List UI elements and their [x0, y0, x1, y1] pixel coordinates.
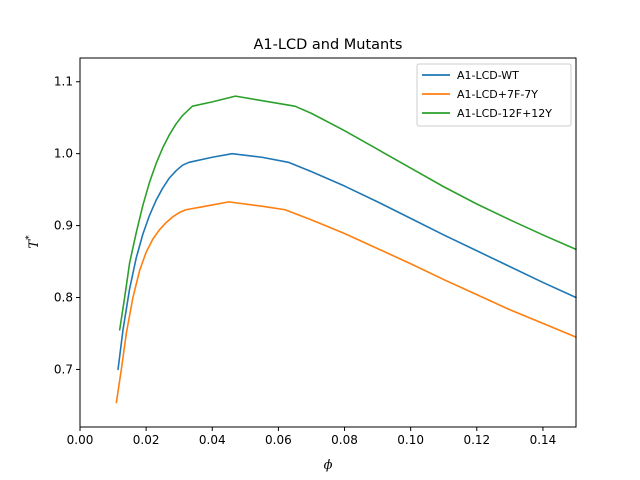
- y-axis-label-superscript: *: [25, 235, 35, 240]
- x-tick-label: 0.12: [463, 433, 490, 447]
- x-axis-ticks: 0.00 0.02 0.04 0.06 0.08 0.10 0.12 0.14: [67, 427, 557, 447]
- x-tick-label: 0.14: [530, 433, 557, 447]
- y-axis-label-main: T: [27, 239, 42, 249]
- y-tick-label: 0.8: [54, 291, 73, 305]
- series-line-1: [115, 201, 577, 404]
- x-tick-label: 0.02: [133, 433, 160, 447]
- x-axis-label: ϕ: [324, 458, 333, 473]
- plot-frame: [79, 57, 577, 428]
- y-tick-label: 0.9: [54, 219, 73, 233]
- legend: A1-LCD-WT A1-LCD+7F-7Y A1-LCD-12F+12Y: [416, 63, 572, 127]
- y-tick-label: 1.0: [54, 147, 73, 161]
- legend-label-0: A1-LCD-WT: [457, 69, 519, 82]
- y-tick-label: 1.1: [54, 75, 73, 89]
- x-tick-label: 0.04: [199, 433, 226, 447]
- chart-title: A1-LCD and Mutants: [254, 37, 403, 53]
- legend-label-1: A1-LCD+7F-7Y: [457, 88, 538, 101]
- series-line-2: [118, 95, 577, 331]
- y-tick-label: 0.7: [54, 362, 73, 376]
- series-line-0: [117, 152, 577, 371]
- y-axis-ticks: 0.7 0.8 0.9 1.0 1.1: [54, 75, 80, 376]
- x-tick-label: 0.08: [331, 433, 358, 447]
- legend-label-2: A1-LCD-12F+12Y: [457, 107, 552, 120]
- y-axis-label: T*: [25, 235, 42, 249]
- plot-lines: [115, 95, 577, 404]
- x-tick-label: 0.10: [397, 433, 424, 447]
- x-tick-label: 0.06: [265, 433, 292, 447]
- x-tick-label: 0.00: [67, 433, 94, 447]
- legend-box: [416, 63, 572, 127]
